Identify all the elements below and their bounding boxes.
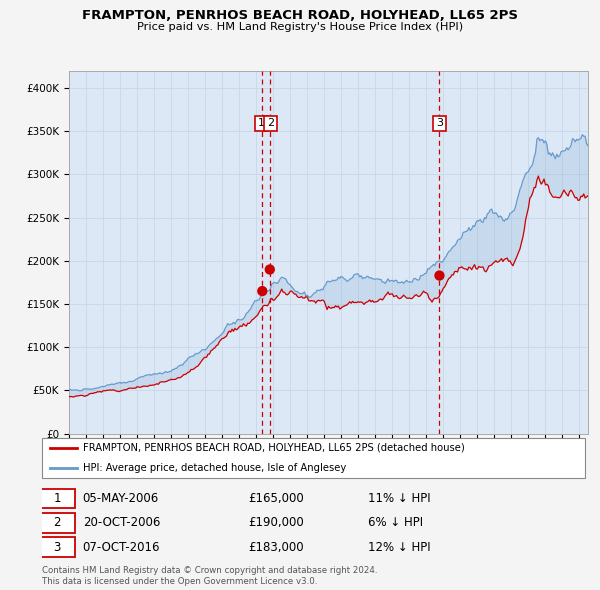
Text: 05-MAY-2006: 05-MAY-2006	[83, 492, 159, 505]
Point	[434, 271, 444, 280]
Text: 2: 2	[53, 516, 61, 529]
FancyBboxPatch shape	[39, 537, 74, 557]
Text: 3: 3	[53, 540, 61, 553]
Text: 07-OCT-2016: 07-OCT-2016	[83, 540, 160, 553]
Text: 11% ↓ HPI: 11% ↓ HPI	[368, 492, 430, 505]
Text: £183,000: £183,000	[248, 540, 304, 553]
Text: Price paid vs. HM Land Registry's House Price Index (HPI): Price paid vs. HM Land Registry's House …	[137, 22, 463, 32]
Text: £165,000: £165,000	[248, 492, 304, 505]
Text: £190,000: £190,000	[248, 516, 304, 529]
Point	[257, 286, 267, 296]
Text: FRAMPTON, PENRHOS BEACH ROAD, HOLYHEAD, LL65 2PS (detached house): FRAMPTON, PENRHOS BEACH ROAD, HOLYHEAD, …	[83, 443, 464, 453]
Text: 2: 2	[267, 119, 274, 129]
FancyBboxPatch shape	[39, 513, 74, 533]
Text: 1: 1	[258, 119, 265, 129]
Text: 1: 1	[53, 492, 61, 505]
Text: Contains HM Land Registry data © Crown copyright and database right 2024.
This d: Contains HM Land Registry data © Crown c…	[42, 566, 377, 586]
Point	[265, 265, 275, 274]
FancyBboxPatch shape	[42, 438, 585, 478]
Text: 3: 3	[436, 119, 443, 129]
Text: 12% ↓ HPI: 12% ↓ HPI	[368, 540, 430, 553]
Text: 20-OCT-2006: 20-OCT-2006	[83, 516, 160, 529]
FancyBboxPatch shape	[39, 489, 74, 508]
Text: FRAMPTON, PENRHOS BEACH ROAD, HOLYHEAD, LL65 2PS: FRAMPTON, PENRHOS BEACH ROAD, HOLYHEAD, …	[82, 9, 518, 22]
Text: 6% ↓ HPI: 6% ↓ HPI	[368, 516, 423, 529]
Text: HPI: Average price, detached house, Isle of Anglesey: HPI: Average price, detached house, Isle…	[83, 463, 346, 473]
